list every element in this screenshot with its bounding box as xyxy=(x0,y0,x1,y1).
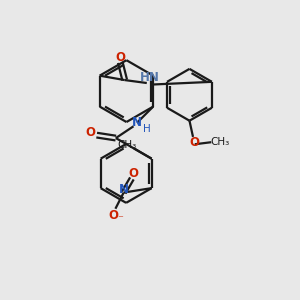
Text: O: O xyxy=(109,209,118,222)
Text: O: O xyxy=(86,126,96,139)
Text: CH₃: CH₃ xyxy=(117,140,136,150)
Text: ⁻: ⁻ xyxy=(117,214,123,224)
Text: N: N xyxy=(119,182,129,196)
Text: O: O xyxy=(129,167,139,180)
Text: H: H xyxy=(143,124,151,134)
Text: HN: HN xyxy=(140,71,160,84)
Text: CH₃: CH₃ xyxy=(210,137,229,147)
Text: N: N xyxy=(131,116,141,129)
Text: O: O xyxy=(190,136,200,149)
Text: O: O xyxy=(115,51,125,64)
